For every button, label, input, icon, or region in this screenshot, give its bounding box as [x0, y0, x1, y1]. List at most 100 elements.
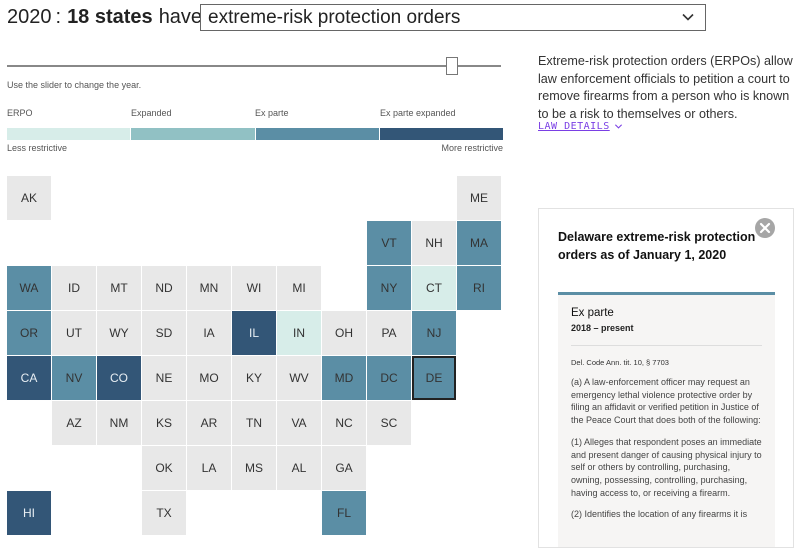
state-abbr: MD: [334, 371, 354, 385]
state-tile-ak[interactable]: AK: [7, 176, 51, 220]
state-tile-nv[interactable]: NV: [52, 356, 96, 400]
state-abbr: OR: [20, 326, 38, 340]
state-tile-mt[interactable]: MT: [97, 266, 141, 310]
state-tile-fl[interactable]: FL: [322, 491, 366, 535]
state-abbr: IN: [293, 326, 305, 340]
law-details-link[interactable]: LAW DETAILS: [538, 121, 623, 132]
state-tile-de[interactable]: DE: [412, 356, 456, 400]
state-tile-wa[interactable]: WA: [7, 266, 51, 310]
state-tile-tn[interactable]: TN: [232, 401, 276, 445]
state-abbr: OK: [155, 461, 173, 475]
state-tile-dc[interactable]: DC: [367, 356, 411, 400]
state-tile-pa[interactable]: PA: [367, 311, 411, 355]
state-tile-tx[interactable]: TX: [142, 491, 186, 535]
panel-law-card: Ex parte 2018 – present Del. Code Ann. t…: [558, 292, 775, 547]
state-abbr: ME: [470, 191, 488, 205]
state-abbr: VA: [291, 416, 307, 430]
state-tile-va[interactable]: VA: [277, 401, 321, 445]
chevron-down-icon: [614, 124, 622, 129]
state-abbr: TN: [246, 416, 262, 430]
state-tile-mi[interactable]: MI: [277, 266, 321, 310]
state-tile-nm[interactable]: NM: [97, 401, 141, 445]
state-tile-ma[interactable]: MA: [457, 221, 501, 265]
state-abbr: TX: [156, 506, 172, 520]
state-abbr: LA: [201, 461, 217, 475]
state-abbr: GA: [335, 461, 353, 475]
state-tile-ar[interactable]: AR: [187, 401, 231, 445]
state-tile-ca[interactable]: CA: [7, 356, 51, 400]
state-tile-wy[interactable]: WY: [97, 311, 141, 355]
state-abbr: OH: [335, 326, 353, 340]
state-abbr: AZ: [66, 416, 82, 430]
state-tile-ok[interactable]: OK: [142, 446, 186, 490]
state-abbr: MI: [292, 281, 306, 295]
legend-color-bar: [7, 128, 503, 140]
law-type-selected: extreme-risk protection orders: [208, 6, 461, 28]
state-abbr: NH: [425, 236, 443, 250]
state-tile-la[interactable]: LA: [187, 446, 231, 490]
state-abbr: NC: [335, 416, 353, 430]
legend-less-restrictive: Less restrictive: [7, 143, 68, 153]
law-description: Extreme-risk protection orders (ERPOs) a…: [538, 54, 793, 121]
state-tile-ms[interactable]: MS: [232, 446, 276, 490]
state-tile-nj[interactable]: NJ: [412, 311, 456, 355]
state-abbr: NJ: [426, 326, 442, 340]
divider: [571, 345, 762, 346]
state-tile-oh[interactable]: OH: [322, 311, 366, 355]
close-panel-button[interactable]: [755, 218, 775, 238]
law-text-paragraph: (a) A law-enforcement officer may reques…: [571, 377, 761, 426]
state-abbr: AR: [200, 416, 218, 430]
state-abbr: MN: [199, 281, 219, 295]
state-abbr: WI: [246, 281, 262, 295]
legend-swatch-ex-parte-expanded: [379, 128, 503, 140]
state-tile-az[interactable]: AZ: [52, 401, 96, 445]
state-abbr: NM: [109, 416, 129, 430]
slider-thumb[interactable]: [446, 57, 458, 75]
state-tile-ne[interactable]: NE: [142, 356, 186, 400]
state-abbr: KY: [245, 371, 262, 385]
state-tile-ks[interactable]: KS: [142, 401, 186, 445]
state-tile-nc[interactable]: NC: [322, 401, 366, 445]
state-tile-hi[interactable]: HI: [7, 491, 51, 535]
state-tile-or[interactable]: OR: [7, 311, 51, 355]
state-tile-ny[interactable]: NY: [367, 266, 411, 310]
state-tile-wi[interactable]: WI: [232, 266, 276, 310]
legend-label-erpo: ERPO: [7, 108, 33, 118]
state-tile-ri[interactable]: RI: [457, 266, 501, 310]
state-tile-sd[interactable]: SD: [142, 311, 186, 355]
state-tile-mn[interactable]: MN: [187, 266, 231, 310]
state-tile-ia[interactable]: IA: [187, 311, 231, 355]
state-tile-nh[interactable]: NH: [412, 221, 456, 265]
state-tile-sc[interactable]: SC: [367, 401, 411, 445]
state-abbr: PA: [381, 326, 397, 340]
state-tile-ga[interactable]: GA: [322, 446, 366, 490]
state-tile-ky[interactable]: KY: [232, 356, 276, 400]
state-tile-ut[interactable]: UT: [52, 311, 96, 355]
state-tile-co[interactable]: CO: [97, 356, 141, 400]
state-tile-wv[interactable]: WV: [277, 356, 321, 400]
state-tile-mo[interactable]: MO: [187, 356, 231, 400]
state-abbr: MA: [470, 236, 488, 250]
law-text-paragraph: (2) Identifies the location of any firea…: [571, 509, 748, 520]
state-abbr: CA: [20, 371, 38, 385]
state-tile-il[interactable]: IL: [232, 311, 276, 355]
law-type-select[interactable]: extreme-risk protection orders: [200, 4, 706, 31]
state-abbr: AK: [20, 191, 37, 205]
slider-track[interactable]: [7, 65, 501, 67]
state-tile-vt[interactable]: VT: [367, 221, 411, 265]
state-abbr: NV: [65, 371, 83, 385]
state-abbr: AL: [291, 461, 307, 475]
year-slider[interactable]: [7, 56, 501, 76]
state-tile-nd[interactable]: ND: [142, 266, 186, 310]
state-tile-id[interactable]: ID: [52, 266, 96, 310]
state-tile-me[interactable]: ME: [457, 176, 501, 220]
state-tile-md[interactable]: MD: [322, 356, 366, 400]
state-abbr: DE: [425, 371, 443, 385]
state-abbr: MT: [110, 281, 128, 295]
state-tile-in[interactable]: IN: [277, 311, 321, 355]
state-abbr: UT: [66, 326, 82, 340]
state-tile-al[interactable]: AL: [277, 446, 321, 490]
legend-label-ex-parte: Ex parte: [255, 108, 289, 118]
state-tile-ct[interactable]: CT: [412, 266, 456, 310]
headline-year: 2020: [7, 5, 52, 28]
